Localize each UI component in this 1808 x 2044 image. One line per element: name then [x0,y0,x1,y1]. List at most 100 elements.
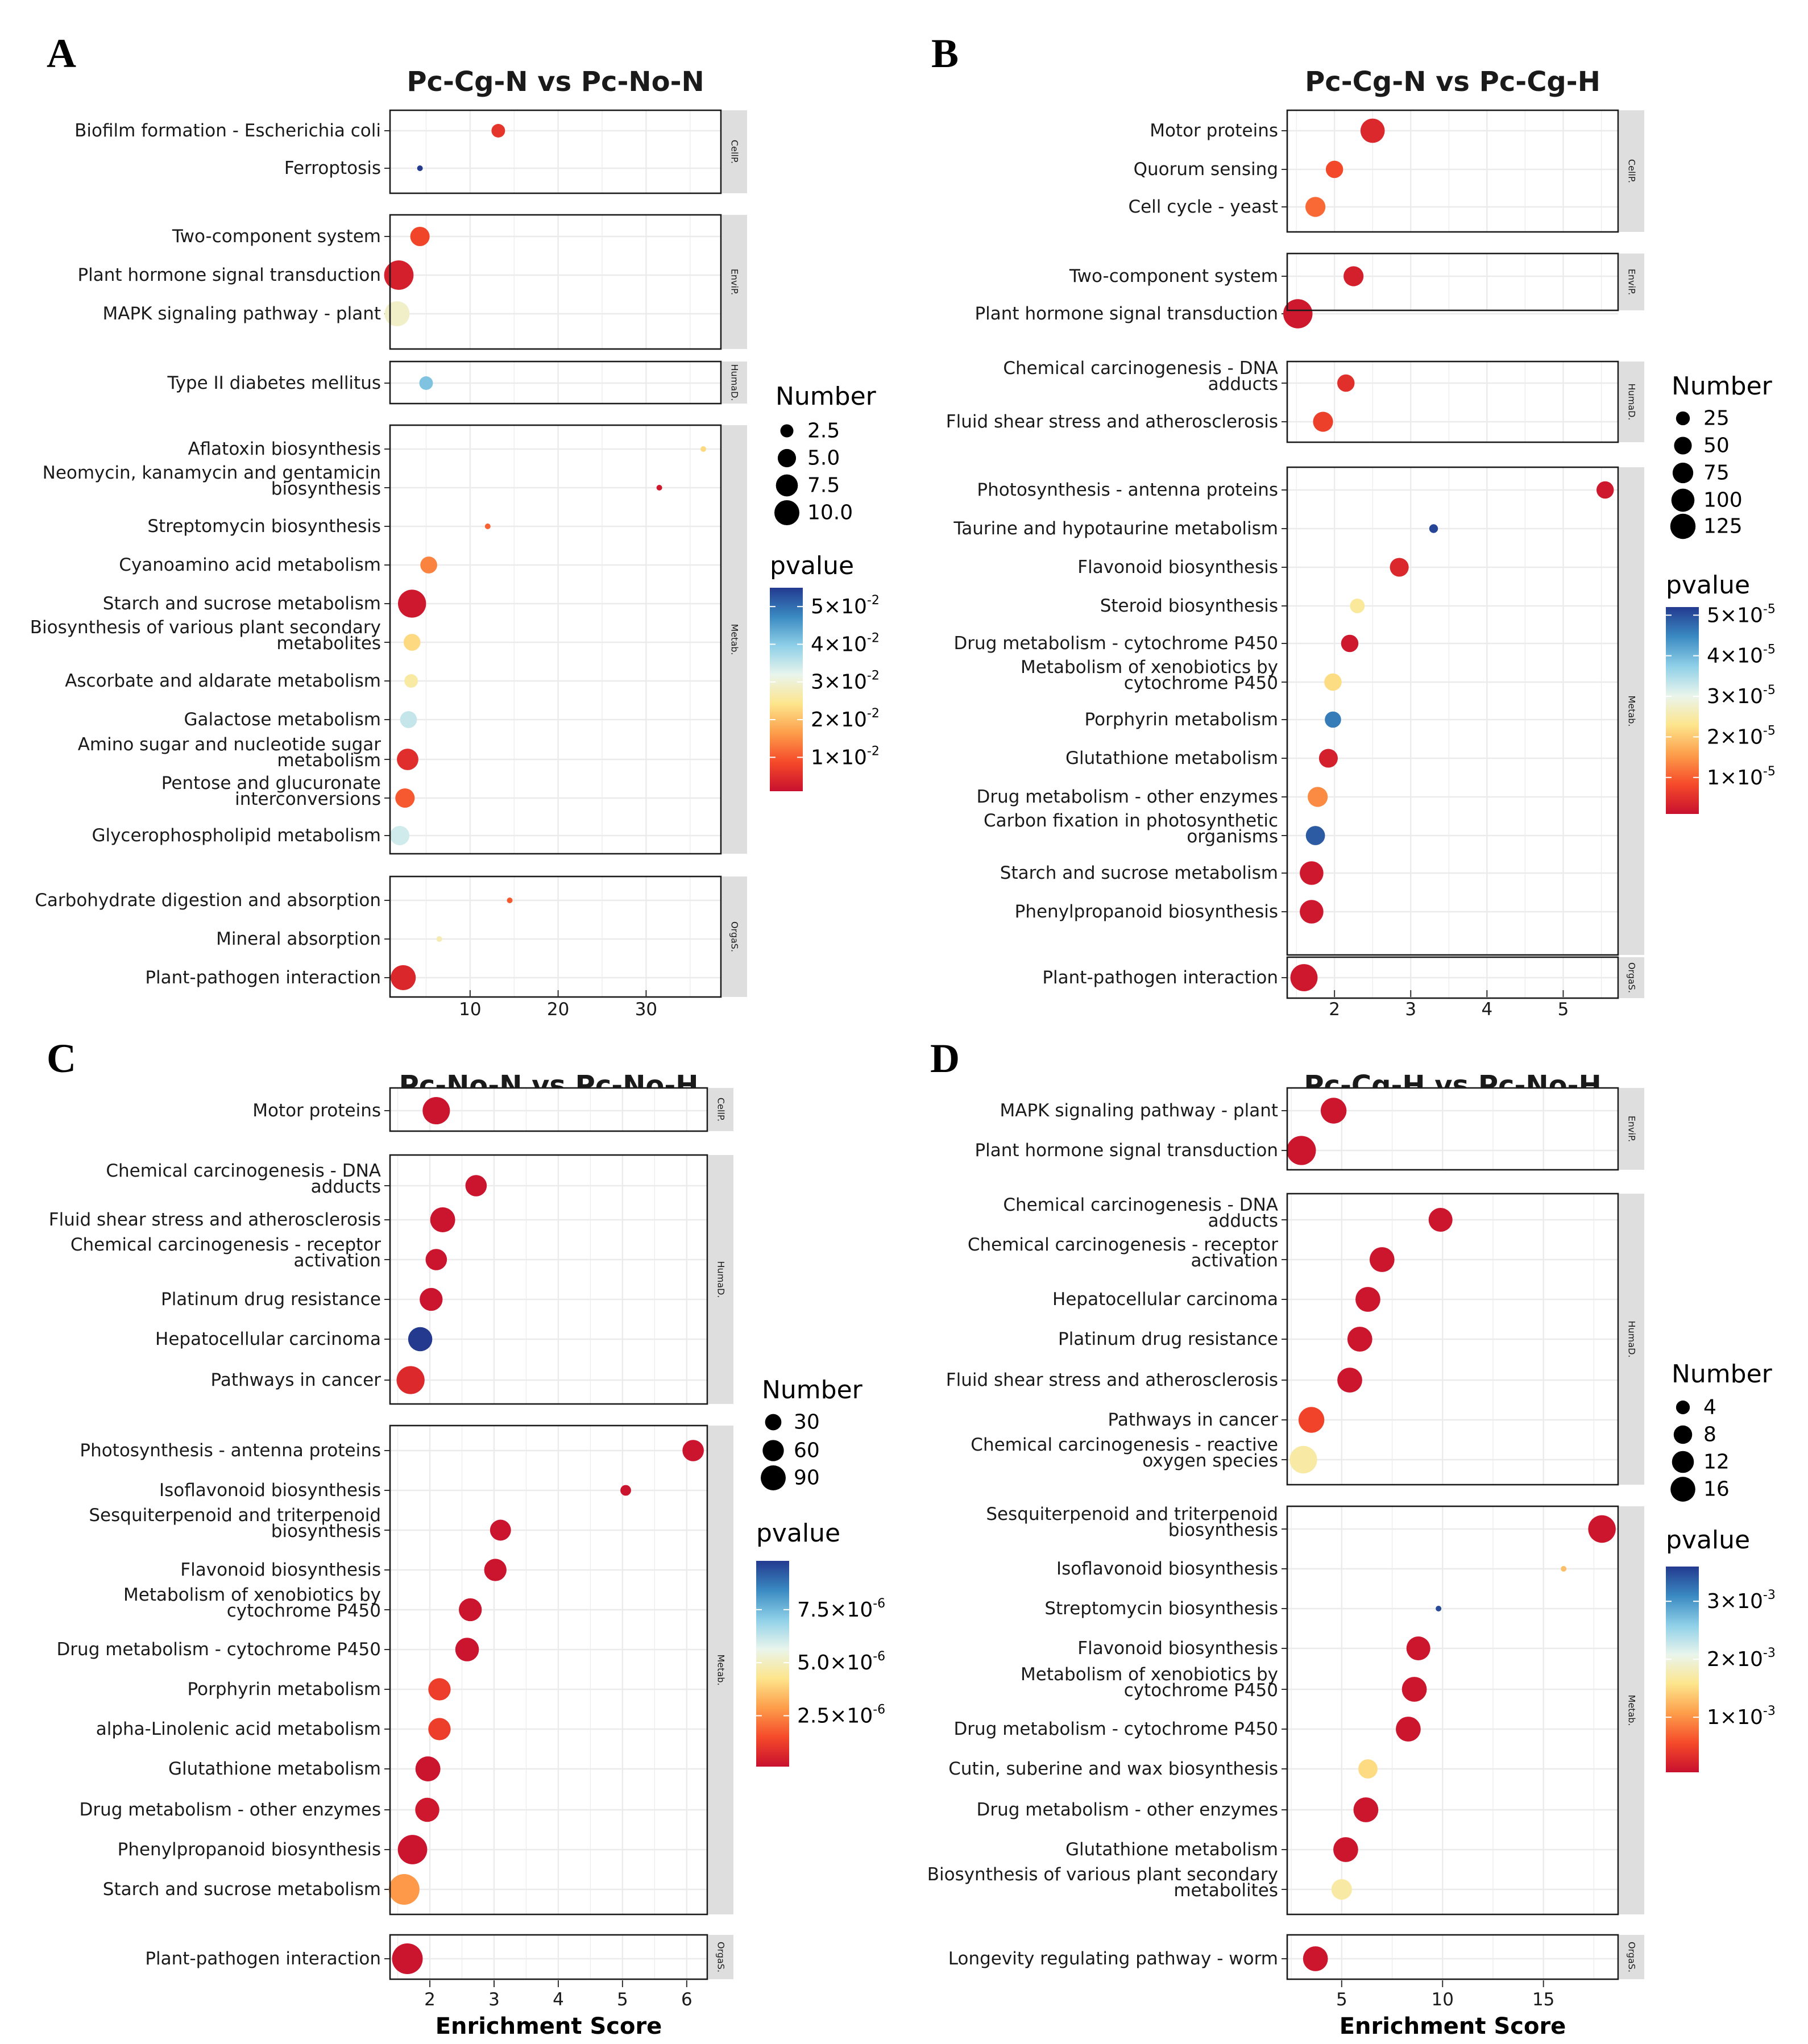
panel-a-facet-orgas: Carbohydrate digestion and absorption Min… [35,875,747,998]
panel-a-size-legend: Number 2.5 5.0 7.5 10.0 [774,382,877,525]
term-label-line: Amino sugar and nucleotide sugar [78,734,381,755]
facet-strip-label: HumaD. [716,1261,727,1298]
term-label-line: cytochrome P450 [1124,1680,1278,1701]
term-label-line: metabolites [1173,1880,1278,1901]
facet-strip-label: HumaD. [729,364,740,401]
term-label-line: Chemical carcinogenesis - reactive [971,1435,1278,1455]
point-sesquiterpenoid-and-triterpenoid-biosynthesis [490,1519,511,1541]
facet-strip [722,876,747,997]
term-label-line: activation [293,1251,381,1271]
term-label-line: Carbon fixation in photosynthetic [984,811,1278,831]
colorbar-tick-base: 1×10 [1707,766,1763,790]
facet-strip-label: CellP. [716,1098,727,1121]
facet-frame [389,424,722,855]
size-legend-label: 8 [1703,1423,1716,1447]
point-hepatocellular-carcinoma [408,1327,433,1352]
facet-frame [1286,466,1619,956]
x-tick-label: 4 [553,1989,564,2010]
colorbar-tick-exponent: -2 [867,744,880,758]
term-label: Plant hormone signal transduction [77,265,381,285]
facet-strip-label: OrgaS. [729,921,740,952]
size-legend-key [774,500,799,525]
point-chemical-carcinogenesis-dna-adducts [465,1175,487,1197]
facet-strip-label: OrgaS. [1627,962,1637,993]
point-drug-metabolism-cytochrome-p450 [1396,1717,1421,1742]
size-legend-key [1676,1400,1690,1415]
x-tick-label: 20 [547,999,569,1020]
colorbar-tick-base: 2×10 [1707,725,1763,749]
term-label: Sesquiterpenoid and triterpenoid biosynth… [89,1505,381,1542]
point-glycerophospholipid-metabolism [389,825,410,846]
panel-d-facet-humad: Chemical carcinogenesis - DNA adductsChem… [946,1193,1644,1486]
point-longevity-regulating-pathway-worm [1303,1946,1328,1971]
term-label: Fluid shear stress and atherosclerosis [49,1210,381,1230]
point-plant-pathogen-interaction [392,1943,423,1974]
panel-d-facet-envip: MAPK signaling pathway - plant Plant horm… [975,1087,1644,1171]
point-drug-metabolism-other-enzymes [1353,1797,1379,1822]
panel-b-facet-orgas: Plant-pathogen interaction OrgaS. [1042,956,1644,999]
point-chemical-carcinogenesis-receptor-activation [1369,1247,1395,1272]
point-plant-pathogen-interaction [1290,964,1318,991]
term-label: Mineral absorption [216,929,381,949]
point-fluid-shear-stress-and-atherosclerosis [430,1207,455,1232]
point-flavonoid-biosynthesis [1390,558,1409,577]
term-label-line: Biosynthesis of various plant secondary [30,617,381,638]
term-label: Fluid shear stress and atherosclerosis [946,412,1278,432]
term-label: Drug metabolism - cytochrome P450 [953,1719,1278,1739]
point-neomycin-kanamycin-and-gentamicin-biosynthesis [656,485,662,491]
facet-frame [1286,252,1619,311]
facet-strip-label: CellP. [1627,159,1637,183]
point-platinum-drug-resistance [420,1287,443,1311]
point-amino-sugar-and-nucleotide-sugar-metabolism [397,749,418,770]
panel-d-facet-metab: Sesquiterpenoid and triterpenoid biosynth… [927,1504,1644,1916]
size-legend-title: Number [776,382,877,411]
term-label: Motor proteins [1150,121,1278,141]
point-biofilm-formation-escherichia-coli [491,124,505,138]
term-label: Longevity regulating pathway - worm [948,1949,1278,1969]
facet-strip [1619,467,1644,955]
colorbar-tick-exponent: -5 [1763,724,1776,738]
panel-b-title: Pc-Cg-N vs Pc-Cg-H [1305,66,1600,98]
term-label: Drug metabolism - other enzymes [976,1800,1278,1820]
facet-strip-label: OrgaS. [1627,1942,1637,1972]
facet-strip-label: OrgaS. [716,1942,727,1972]
term-label: Type II diabetes mellitus [167,373,381,393]
term-label: Biofilm formation - Escherichia coli [74,121,381,141]
size-legend-key [1671,488,1695,512]
point-photosynthesis-antenna-proteins [1596,481,1614,499]
term-label: Flavonoid biosynthesis [1077,1638,1278,1659]
term-label: Starch and sucrose metabolism [103,593,381,614]
size-legend-key [780,424,794,438]
colorbar-tick-base: 4×10 [1707,645,1763,668]
colorbar [770,588,803,791]
size-legend-key [1676,411,1690,426]
term-label-line: adducts [1208,1211,1278,1231]
point-carbohydrate-digestion-and-absorption [507,898,513,903]
point-metabolism-of-xenobiotics-by-cytochrome-p450 [1324,673,1342,691]
term-label: Plant-pathogen interaction [145,967,381,988]
term-label: Photosynthesis - antenna proteins [977,480,1278,500]
term-label: Metabolism of xenobiotics by cytochrome P… [1021,657,1278,693]
term-label-line: adducts [311,1177,381,1197]
size-legend-label: 25 [1703,407,1730,430]
colorbar-tick-exponent: -3 [1763,1646,1776,1660]
term-label: Plant hormone signal transduction [975,304,1278,324]
point-isoflavonoid-biosynthesis [620,1485,631,1496]
term-label: Pathways in cancer [211,1370,381,1390]
facet-strip [1619,1935,1644,1979]
term-label: Porphyrin metabolism [1085,709,1278,730]
term-label-line: Metabolism of xenobiotics by [123,1585,381,1605]
size-legend-key [762,1440,784,1461]
term-label: Platinum drug resistance [1058,1329,1278,1349]
facet-strip-label: Metab. [729,624,740,655]
facet-background [1287,1935,1618,1979]
size-legend-label: 50 [1703,434,1730,458]
facet-strip [722,425,747,854]
panel-b-facet-envip: Two-component system Plant hormone signal… [975,252,1644,329]
size-legend-key [761,1465,786,1490]
point-porphyrin-metabolism [1325,711,1341,728]
term-label: Flavonoid biosynthesis [1077,557,1278,578]
